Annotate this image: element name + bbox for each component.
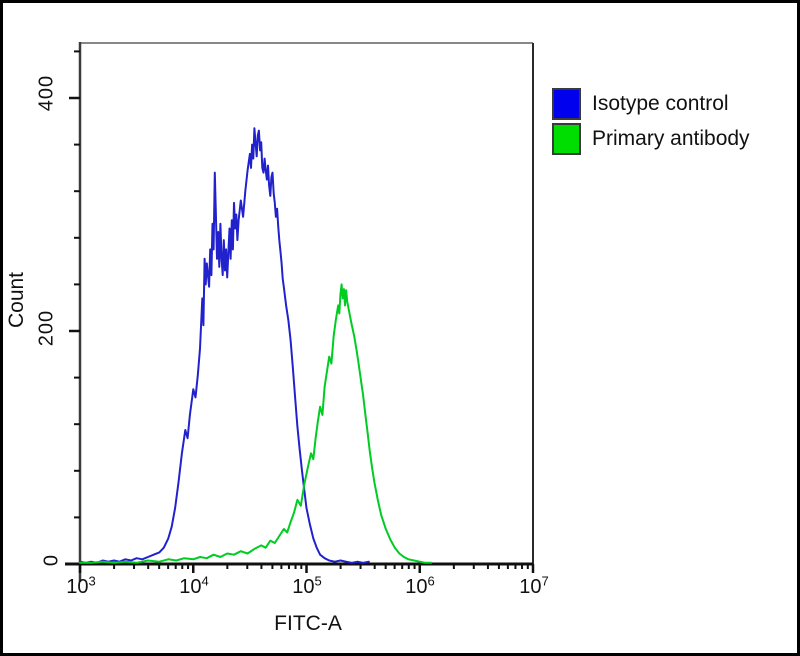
- primary-antibody-swatch-icon: [552, 122, 581, 155]
- y-axis-title: Count: [5, 271, 28, 329]
- legend: Isotype control Primary antibody: [552, 86, 750, 156]
- x-axis-title: FITC-A: [274, 612, 342, 635]
- legend-label-primary-antibody: Primary antibody: [592, 126, 750, 150]
- series-isotype-control: [79, 127, 370, 564]
- x-tick-label-1e4: 104: [179, 573, 209, 598]
- y-tick-label-200: 200: [35, 309, 58, 347]
- legend-label-isotype-control: Isotype control: [592, 91, 729, 115]
- legend-entry-primary-antibody: Primary antibody: [552, 121, 750, 156]
- legend-entry-isotype-control: Isotype control: [552, 86, 750, 121]
- x-tick-label-1e7: 107: [519, 573, 549, 598]
- x-tick-label-1e6: 106: [405, 573, 435, 598]
- isotype-control-swatch-icon: [552, 87, 581, 120]
- series-primary-antibody: [79, 283, 433, 564]
- y-tick-label-400: 400: [35, 74, 58, 112]
- x-tick-label-1e3: 103: [66, 573, 96, 598]
- y-tick-label-0: 0: [40, 553, 63, 567]
- x-tick-label-1e5: 105: [292, 573, 322, 598]
